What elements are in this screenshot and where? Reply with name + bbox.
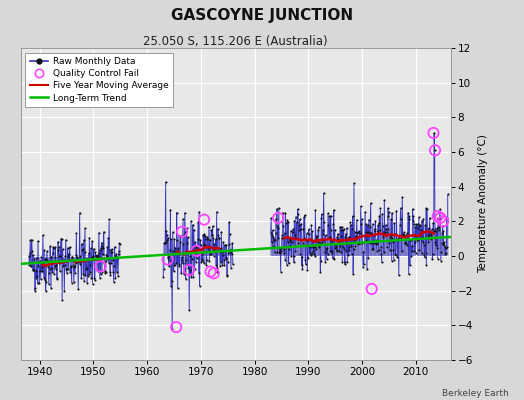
Legend: Raw Monthly Data, Quality Control Fail, Five Year Moving Average, Long-Term Tren: Raw Monthly Data, Quality Control Fail, …	[26, 52, 173, 107]
Point	[200, 216, 209, 223]
Point	[274, 215, 282, 221]
Point	[163, 256, 172, 263]
Point	[96, 263, 105, 270]
Title: 25.050 S, 115.206 E (Australia): 25.050 S, 115.206 E (Australia)	[144, 35, 328, 48]
Point	[429, 130, 438, 136]
Point	[172, 324, 180, 330]
Text: GASCOYNE JUNCTION: GASCOYNE JUNCTION	[171, 8, 353, 23]
Point	[439, 218, 447, 224]
Point	[185, 267, 193, 273]
Y-axis label: Temperature Anomaly (°C): Temperature Anomaly (°C)	[478, 134, 488, 274]
Point	[431, 147, 439, 154]
Point	[436, 215, 445, 221]
Point	[178, 228, 186, 235]
Point	[192, 248, 201, 254]
Point	[206, 268, 215, 275]
Text: Berkeley Earth: Berkeley Earth	[442, 389, 508, 398]
Point	[433, 213, 442, 219]
Point	[210, 270, 218, 276]
Point	[367, 286, 376, 292]
